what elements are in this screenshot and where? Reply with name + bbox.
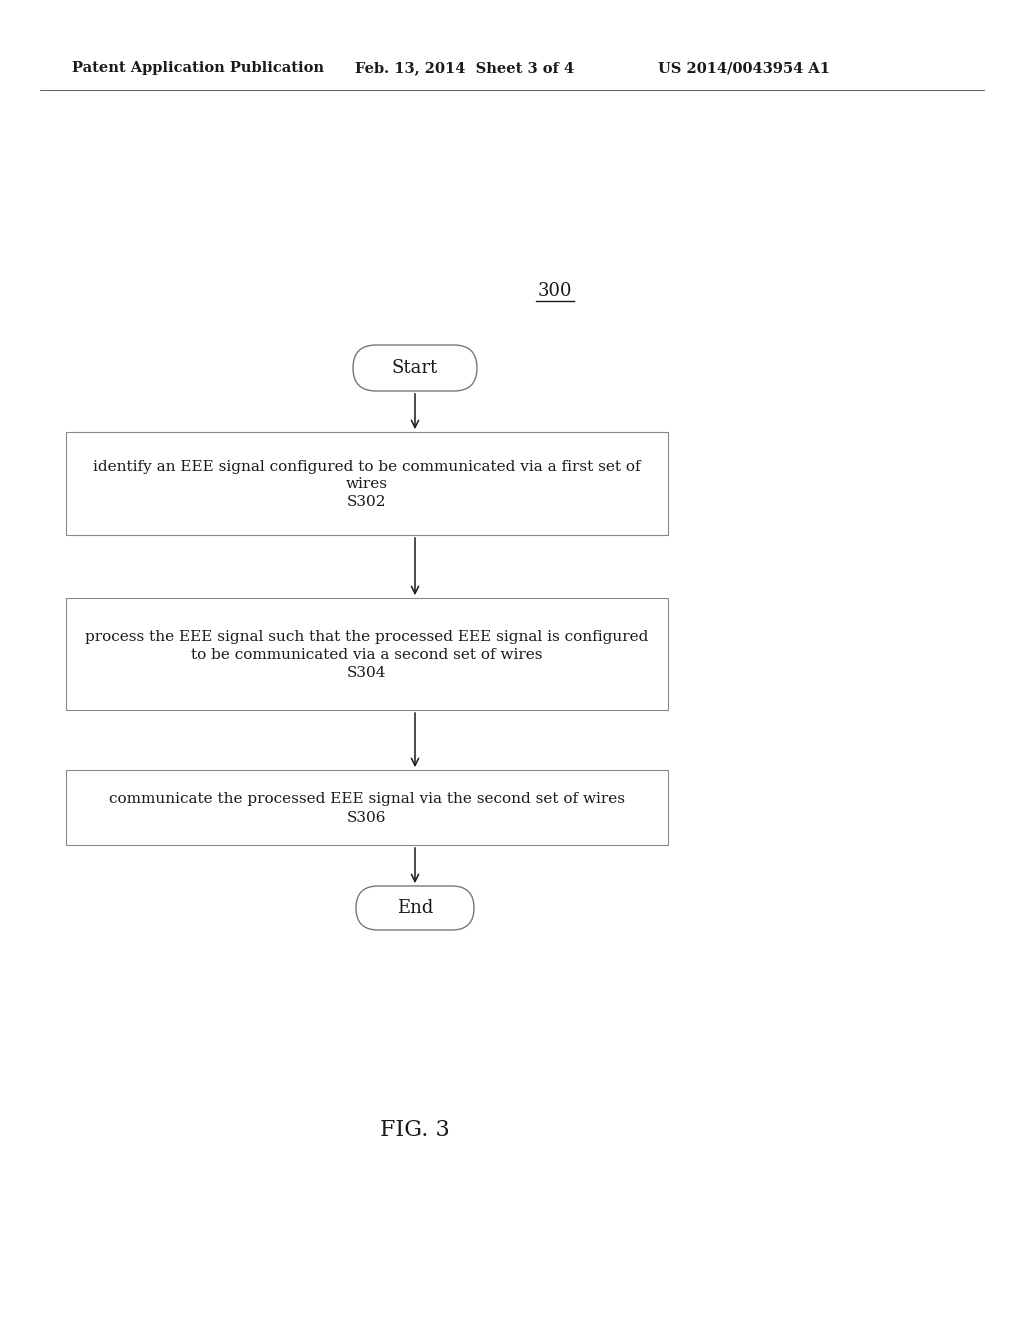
Text: wires: wires xyxy=(346,478,388,491)
Text: Feb. 13, 2014  Sheet 3 of 4: Feb. 13, 2014 Sheet 3 of 4 xyxy=(355,61,574,75)
Text: S304: S304 xyxy=(347,667,387,680)
Text: communicate the processed EEE signal via the second set of wires: communicate the processed EEE signal via… xyxy=(109,792,625,805)
FancyBboxPatch shape xyxy=(66,598,668,710)
Text: to be communicated via a second set of wires: to be communicated via a second set of w… xyxy=(191,648,543,663)
FancyBboxPatch shape xyxy=(66,432,668,535)
Text: Patent Application Publication: Patent Application Publication xyxy=(72,61,324,75)
Text: S306: S306 xyxy=(347,810,387,825)
Text: FIG. 3: FIG. 3 xyxy=(380,1119,450,1140)
Text: US 2014/0043954 A1: US 2014/0043954 A1 xyxy=(658,61,830,75)
Text: End: End xyxy=(397,899,433,917)
FancyBboxPatch shape xyxy=(356,886,474,931)
FancyBboxPatch shape xyxy=(66,770,668,845)
Text: 300: 300 xyxy=(538,282,572,300)
FancyBboxPatch shape xyxy=(353,345,477,391)
Text: S302: S302 xyxy=(347,495,387,510)
Text: process the EEE signal such that the processed EEE signal is configured: process the EEE signal such that the pro… xyxy=(85,630,648,644)
Text: identify an EEE signal configured to be communicated via a first set of: identify an EEE signal configured to be … xyxy=(93,459,641,474)
Text: Start: Start xyxy=(392,359,438,378)
